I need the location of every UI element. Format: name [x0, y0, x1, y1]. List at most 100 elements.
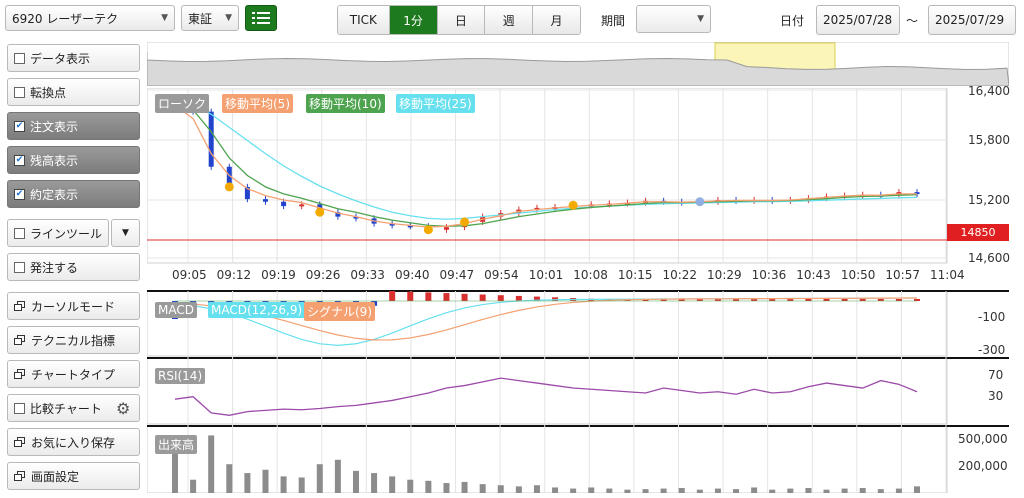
- chevron-down-icon: ▼: [697, 14, 704, 24]
- volume-bar: [914, 486, 920, 493]
- candle: [534, 207, 540, 210]
- execution-marker: [315, 207, 325, 217]
- volume-bar: [298, 477, 305, 493]
- rsi-label: RSI(14): [155, 368, 206, 384]
- volume-bar: [606, 488, 613, 493]
- volume-bar: [208, 435, 215, 493]
- time-tick: 09:54: [484, 268, 519, 282]
- volume-bar: [823, 489, 830, 493]
- macd-bar: [389, 291, 396, 301]
- macd-bar: [877, 299, 884, 301]
- time-tick: 10:43: [796, 268, 831, 282]
- sidebar-item-11[interactable]: お気に入り保存: [7, 428, 140, 456]
- rsi-panel: [147, 357, 948, 425]
- volume-bar: [389, 476, 396, 493]
- sidebar-item-6[interactable]: 発注する: [7, 253, 140, 281]
- popup-window-icon: [14, 437, 26, 447]
- macd-bar: [678, 299, 685, 301]
- sidebar-item-label: お気に入り保存: [31, 435, 116, 450]
- rsi-line: [174, 377, 918, 416]
- gear-icon[interactable]: ⚙: [116, 399, 131, 418]
- sidebar-item-3[interactable]: ✔ 残高表示: [7, 146, 140, 174]
- volume-bar: [244, 473, 251, 493]
- volume-bar: [316, 464, 323, 493]
- sidebar-item-5[interactable]: ラインツール: [7, 219, 109, 247]
- date-to-input[interactable]: 2025/07/29: [928, 5, 1016, 35]
- candle: [335, 212, 341, 217]
- volume-bar: [841, 488, 848, 493]
- list-icon: [252, 12, 270, 24]
- macd-bar: [642, 299, 649, 301]
- macd-hist-label: シグナル(9): [304, 302, 375, 321]
- volume-bar: [497, 485, 504, 493]
- symbol-select[interactable]: 6920 レーザーテク ▼: [5, 5, 175, 31]
- time-tick: 09:19: [261, 268, 296, 282]
- range-select[interactable]: ▼: [636, 5, 711, 33]
- checkbox-icon[interactable]: [14, 52, 25, 64]
- market-select[interactable]: 東証 ▼: [181, 5, 239, 31]
- volume-bar: [407, 479, 414, 493]
- price-tick: 15,200: [968, 193, 1010, 207]
- checkbox-checked-icon[interactable]: ✔: [14, 120, 25, 132]
- macd-bar: [407, 291, 414, 301]
- macd-bar: [733, 299, 740, 301]
- ma-line-3: [174, 100, 918, 220]
- macd-bar: [805, 299, 812, 301]
- time-tick: 09:12: [216, 268, 252, 282]
- tab-1min[interactable]: 1分: [389, 6, 438, 34]
- sidebar-item-7[interactable]: カーソルモード: [7, 292, 140, 320]
- volume-bar: [352, 470, 359, 493]
- overview-navigator[interactable]: [147, 42, 1009, 86]
- sidebar-item-2[interactable]: ✔ 注文表示: [7, 112, 140, 140]
- candle: [262, 199, 268, 202]
- chart-area[interactable]: [147, 88, 1009, 493]
- checkbox-icon[interactable]: [14, 261, 25, 273]
- time-tick: 10:15: [617, 268, 653, 282]
- checkbox-checked-icon[interactable]: ✔: [14, 154, 25, 166]
- checkbox-icon[interactable]: [14, 86, 25, 98]
- market-label: 東証: [188, 11, 213, 26]
- time-tick: 09:40: [394, 268, 430, 282]
- tab-day[interactable]: 日: [437, 6, 486, 34]
- macd-bar: [443, 293, 450, 301]
- time-tick: 09:26: [305, 268, 341, 282]
- candle: [208, 111, 214, 167]
- volume-bar: [714, 488, 721, 493]
- sidebar-item-0[interactable]: データ表示: [7, 44, 140, 72]
- sidebar-item-1[interactable]: 転換点: [7, 78, 140, 106]
- macd-bar: [461, 293, 468, 301]
- macd-bar: [769, 299, 776, 301]
- volume-bar: [172, 450, 178, 493]
- volume-tick: 200,000: [958, 459, 1008, 473]
- execution-marker: [460, 217, 470, 227]
- execution-marker: [695, 197, 705, 207]
- time-tick: 10:22: [662, 268, 698, 282]
- line-tool-dropdown-button[interactable]: ▼: [111, 219, 140, 247]
- sidebar-item-12[interactable]: 画面設定: [7, 462, 140, 490]
- tab-month[interactable]: 月: [533, 6, 580, 34]
- sidebar-item-label: 転換点: [30, 85, 67, 100]
- sidebar-item-label: ラインツール: [30, 226, 103, 241]
- tab-tick[interactable]: TICK: [338, 6, 390, 34]
- date-label: 日付: [780, 14, 805, 28]
- volume-bar: [280, 476, 287, 493]
- checkbox-icon[interactable]: [14, 402, 25, 414]
- candle: [389, 223, 395, 226]
- sidebar-item-label: 約定表示: [30, 187, 79, 202]
- sidebar-item-10[interactable]: 比較チャート: [7, 394, 140, 422]
- macd-signal-line: [174, 297, 918, 341]
- list-view-button[interactable]: [245, 5, 277, 31]
- tab-week[interactable]: 週: [485, 6, 534, 34]
- sidebar-item-label: 発注する: [30, 260, 79, 275]
- sidebar-item-label: チャートタイプ: [31, 367, 115, 382]
- sidebar-item-8[interactable]: テクニカル指標: [7, 326, 140, 354]
- checkbox-icon[interactable]: [14, 227, 25, 239]
- macd-bar: [859, 299, 866, 301]
- macd-bar: [515, 295, 522, 301]
- sidebar-item-4[interactable]: ✔ 約定表示: [7, 180, 140, 208]
- date-from-input[interactable]: 2025/07/28: [816, 5, 900, 35]
- sidebar-item-9[interactable]: チャートタイプ: [7, 360, 140, 388]
- sidebar-item-label: 画面設定: [31, 469, 80, 484]
- checkbox-checked-icon[interactable]: ✔: [14, 188, 25, 200]
- macd-bar: [425, 292, 432, 301]
